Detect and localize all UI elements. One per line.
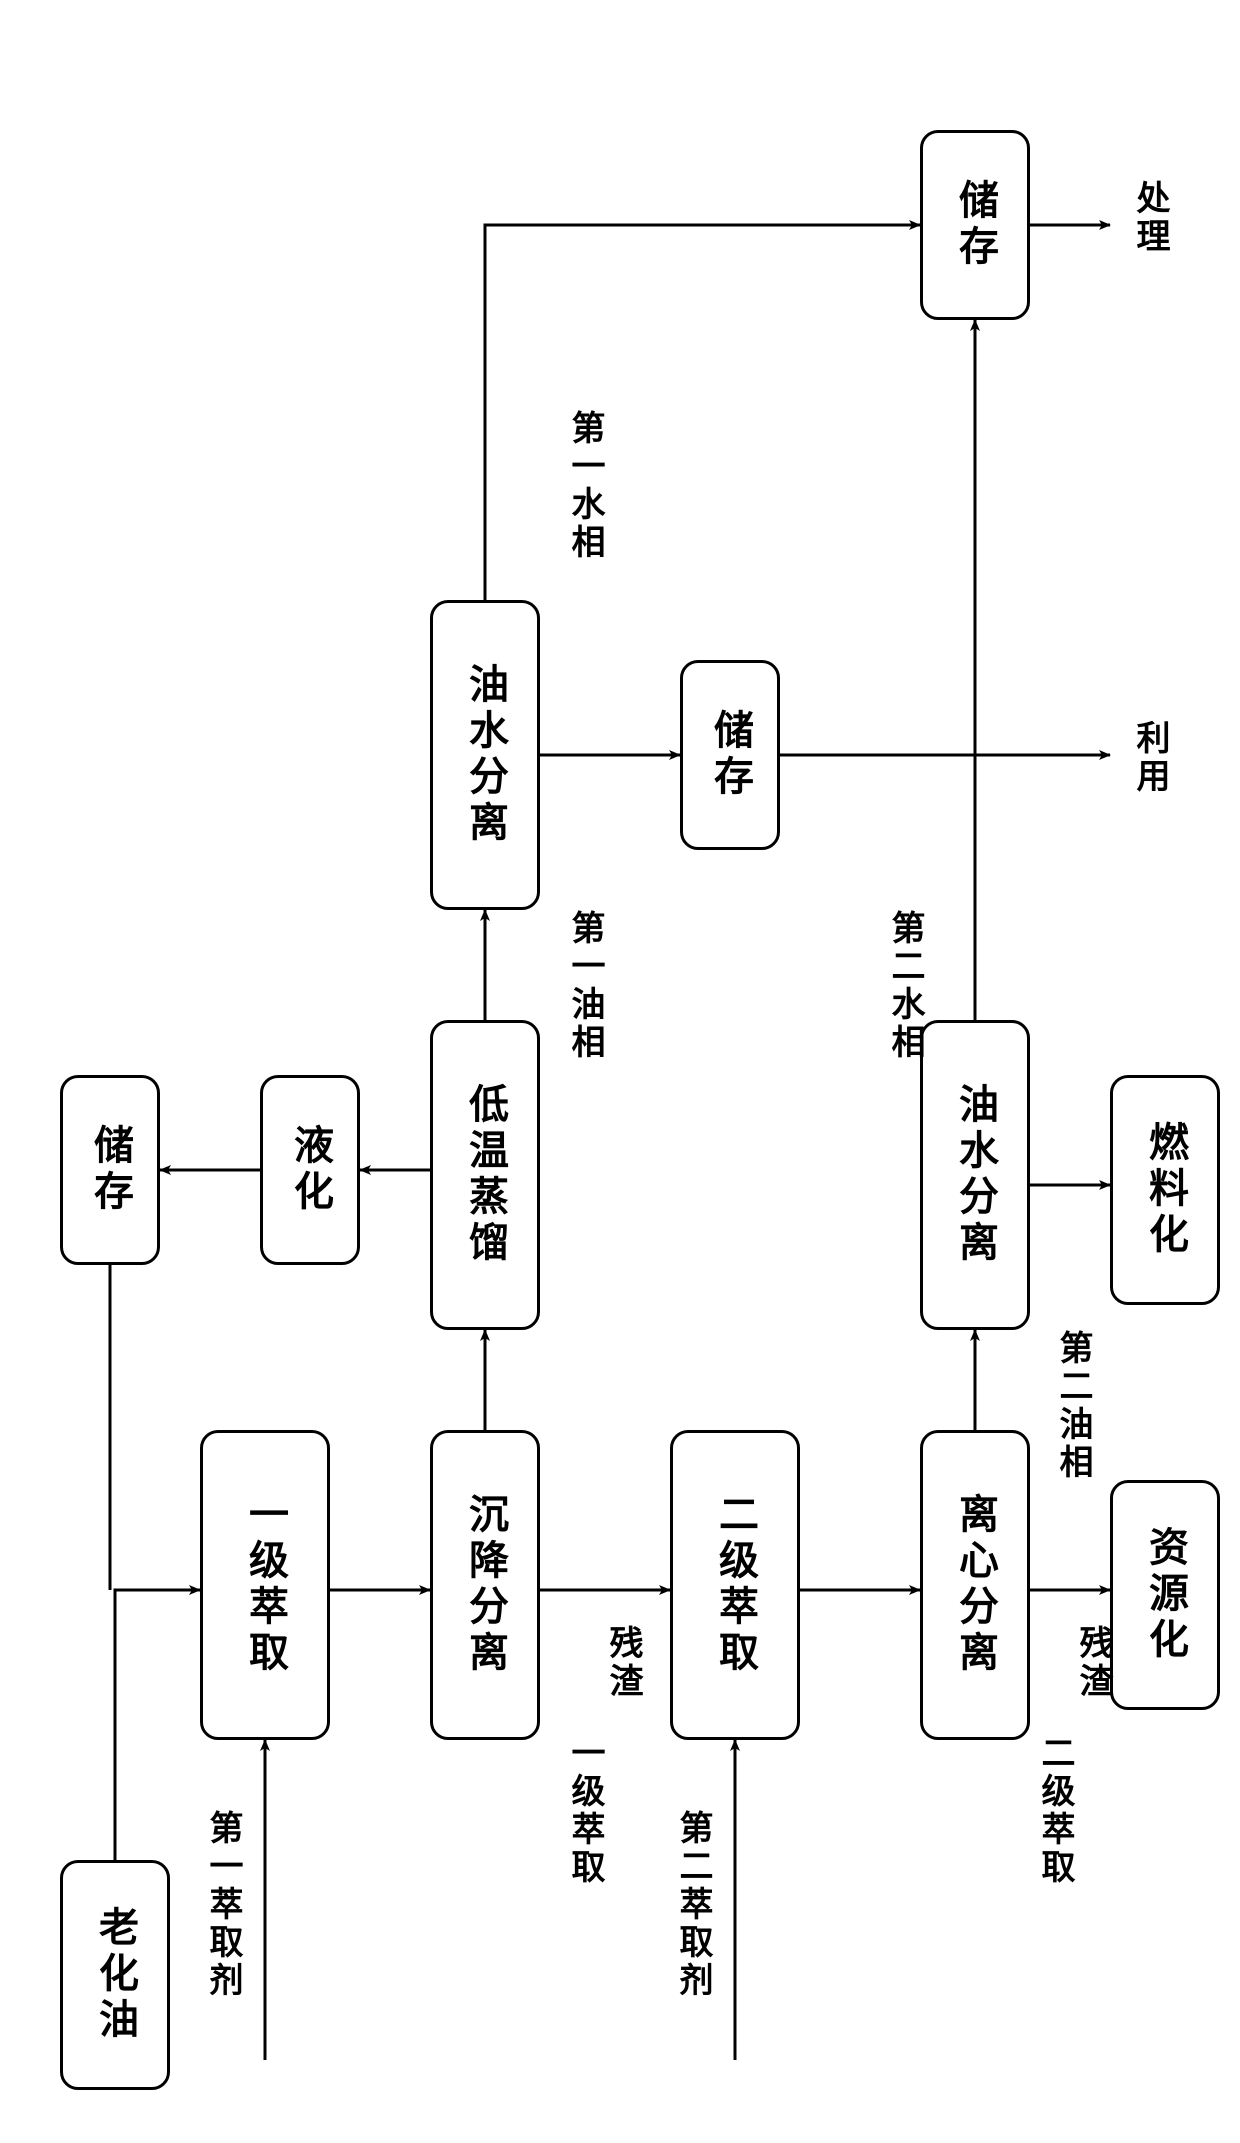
flowchart-canvas: 老化油一级萃取沉降分离二级萃取离心分离资源化低温蒸馏液化储存油水分离储存油水分离… — [0, 0, 1240, 2143]
edge-owsep1_water_down — [485, 225, 920, 600]
node-settle_sep: 沉降分离 — [430, 1430, 540, 1740]
label-first_water_phase: 第一水相 — [560, 410, 609, 562]
node-oil_water_sep_2: 油水分离 — [920, 1020, 1030, 1330]
label-treat_label: 处理 — [1125, 180, 1174, 256]
node-store_solvent: 储存 — [60, 1075, 160, 1265]
label-first_residue_b: 残渣 — [598, 1625, 647, 1701]
label-second_residue_b: 残渣 — [1068, 1625, 1117, 1701]
node-aged_oil: 老化油 — [60, 1860, 170, 2090]
node-oil_water_sep_1: 油水分离 — [430, 600, 540, 910]
node-resource: 资源化 — [1110, 1480, 1220, 1710]
node-liquefy: 液化 — [260, 1075, 360, 1265]
node-store_water: 储存 — [920, 130, 1030, 320]
label-second_water_phase: 第二水相 — [880, 910, 929, 1062]
label-first_oil_phase: 第一油相 — [560, 910, 609, 1062]
label-utilize_label: 利用 — [1125, 720, 1174, 796]
node-primary_extract: 一级萃取 — [200, 1430, 330, 1740]
label-second_residue_a: 二级萃取 — [1030, 1735, 1079, 1887]
node-fuel: 燃料化 — [1110, 1075, 1220, 1305]
label-second_extractant: 第二萃取剂 — [668, 1810, 717, 2000]
node-secondary_extract: 二级萃取 — [670, 1430, 800, 1740]
label-first_residue_a: 一级萃取 — [560, 1735, 609, 1887]
label-first_extractant: 第一萃取剂 — [198, 1810, 247, 2000]
node-centrifuge: 离心分离 — [920, 1430, 1030, 1740]
edge-aged_oil_top — [115, 1590, 200, 1860]
node-low_temp_dist: 低温蒸馏 — [430, 1020, 540, 1330]
node-store_oil1: 储存 — [680, 660, 780, 850]
label-second_oil_phase: 第二油相 — [1048, 1330, 1097, 1482]
